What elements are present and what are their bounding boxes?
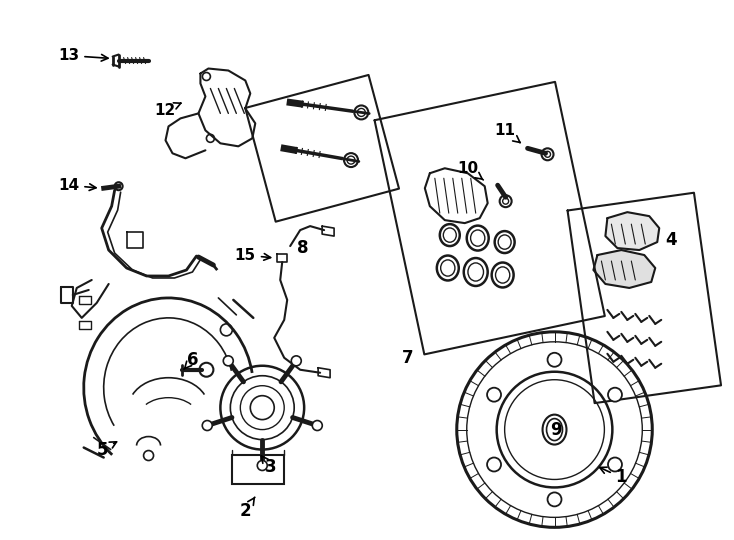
Text: 9: 9 (550, 421, 562, 438)
Text: 10: 10 (457, 161, 483, 180)
Text: 8: 8 (297, 239, 309, 257)
Text: 5: 5 (97, 441, 117, 458)
Circle shape (258, 461, 267, 470)
Circle shape (250, 396, 275, 420)
Text: 7: 7 (402, 349, 414, 367)
Circle shape (487, 388, 501, 402)
Text: 3: 3 (261, 456, 276, 476)
Text: 12: 12 (154, 103, 181, 118)
Circle shape (487, 457, 501, 471)
Polygon shape (606, 212, 659, 250)
Circle shape (548, 492, 562, 507)
Text: 14: 14 (58, 178, 96, 193)
Text: 15: 15 (235, 247, 271, 262)
Circle shape (608, 457, 622, 471)
Circle shape (548, 353, 562, 367)
Text: 4: 4 (666, 231, 677, 249)
Text: 11: 11 (494, 123, 520, 143)
Ellipse shape (542, 415, 567, 444)
Text: 1: 1 (600, 467, 627, 487)
Text: 2: 2 (239, 497, 255, 521)
Circle shape (223, 356, 233, 366)
Text: 13: 13 (58, 48, 108, 63)
Circle shape (608, 388, 622, 402)
Circle shape (312, 421, 322, 430)
Circle shape (203, 421, 212, 430)
Circle shape (291, 356, 301, 366)
Polygon shape (593, 250, 655, 288)
Bar (233, 455, 284, 484)
Text: 6: 6 (184, 351, 198, 369)
